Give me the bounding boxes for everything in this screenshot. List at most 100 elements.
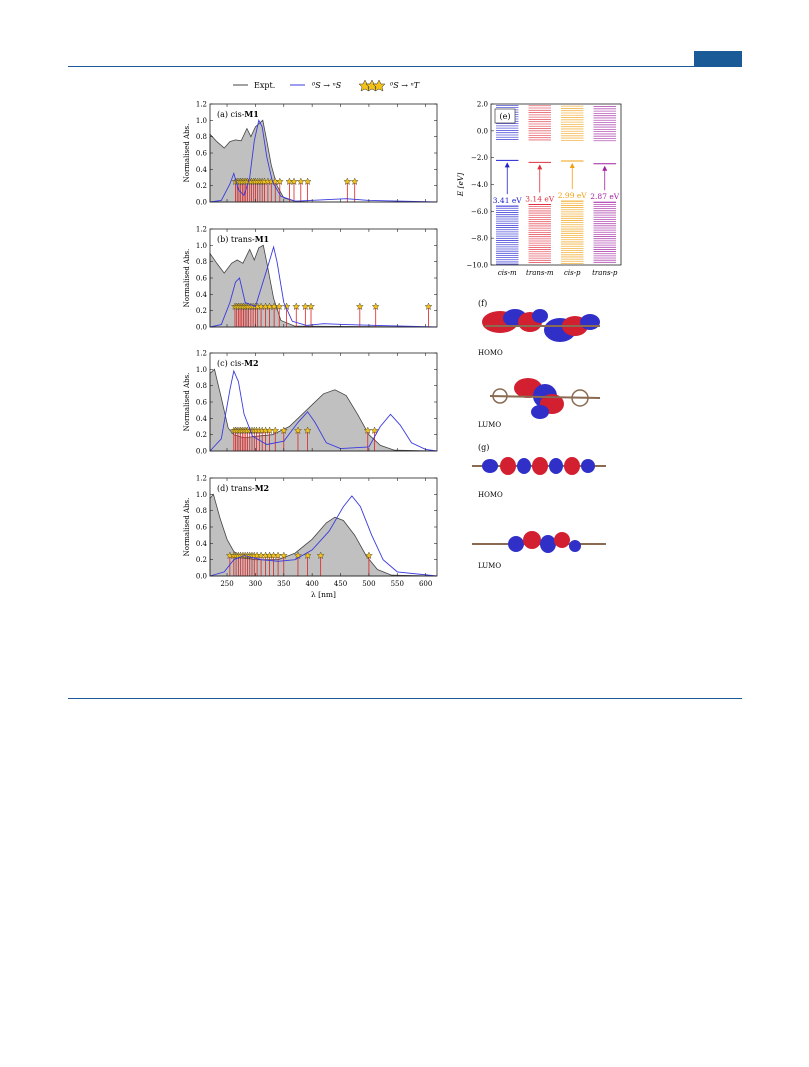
category-label: cis-p <box>564 269 581 277</box>
orbital-f-label: (f) <box>478 299 487 308</box>
energy-y-tick-label: −4.0 <box>471 181 488 189</box>
y-tick-label: 1.0 <box>196 366 207 374</box>
category-label: cis-m <box>498 269 517 277</box>
spectrum-panel-b: 0.0 0.2 0.4 0.6 0.8 1.0 1.2 Normalised Abs. (b) … <box>183 226 438 332</box>
y-axis-label: Normalised Abs. <box>183 249 191 308</box>
bottom-rule <box>68 698 742 699</box>
x-tick-label: 300 <box>249 580 262 588</box>
lumo-cis-m-molecule <box>489 378 601 419</box>
y-tick-label: 0.8 <box>196 258 207 266</box>
category-label: trans-m <box>526 269 554 277</box>
y-tick-label: 0.4 <box>196 166 208 174</box>
orbital-lumo-label-g: LUMO <box>478 562 501 570</box>
energy-panel-label-box <box>494 108 516 124</box>
orbital-homo-label-f: HOMO <box>478 349 503 357</box>
homo-cis-m-molecule <box>482 309 600 342</box>
spectrum-panel-a: 0.0 0.2 0.4 0.6 0.8 1.0 1.2 Normalised Abs. (a) … <box>183 101 438 207</box>
energy-levels: 3.41 eV cis-m 3.14 eV trans-m 2.99 eV cis-p 2.… <box>456 101 622 277</box>
y-tick-label: 0.0 <box>196 448 207 456</box>
category-label: trans-p <box>592 269 618 277</box>
x-tick-label: 450 <box>334 580 347 588</box>
x-axis-label: λ [nm] <box>311 590 336 599</box>
y-tick-label: 0.8 <box>196 507 207 515</box>
calc-singlet-curve <box>209 245 438 328</box>
triplet-star <box>316 551 325 559</box>
energy-y-tick-label: −2.0 <box>471 154 488 162</box>
triplet-star <box>370 426 379 434</box>
energy-panel-label: (e) <box>500 112 511 121</box>
gap-arrow-head <box>537 164 543 170</box>
y-tick-label: 0.2 <box>196 556 207 564</box>
triplet-star <box>275 177 284 185</box>
y-tick-label: 0.0 <box>196 199 207 207</box>
triplet-star <box>350 177 359 185</box>
triplet-star <box>303 177 312 185</box>
energy-y-tick-label: 2.0 <box>477 101 488 109</box>
triplet-star <box>292 302 301 310</box>
x-tick-label: 400 <box>305 580 318 588</box>
x-tick-label: 350 <box>277 580 290 588</box>
energy-y-tick-label: −8.0 <box>471 235 488 243</box>
y-axis-label: Normalised Abs. <box>183 124 191 183</box>
panel-label: (a) cis-M1 <box>217 109 259 119</box>
triplet-star <box>371 302 380 310</box>
spectrum-panel-d: 0.0 0.2 0.4 0.6 0.8 1.0 1.2 250 300 350 400 450 500 5… <box>183 475 438 599</box>
triplet-star <box>271 426 280 434</box>
y-tick-label: 0.4 <box>196 291 208 299</box>
y-tick-label: 1.2 <box>196 350 207 358</box>
y-tick-label: 1.0 <box>196 242 207 250</box>
calc-singlet-curve <box>209 369 438 452</box>
triplet-star <box>290 177 298 185</box>
y-tick-label: 1.2 <box>196 226 207 234</box>
triplet-star <box>343 177 352 185</box>
lumo-cis-p-molecule <box>472 531 606 553</box>
expt-spectrum-area <box>209 493 438 577</box>
gap-label: 2.99 eV <box>558 191 588 200</box>
y-tick-label: 0.4 <box>196 540 208 548</box>
panel-label-prefix: (a) cis- <box>217 110 245 119</box>
y-tick-label: 0.6 <box>196 275 208 283</box>
y-tick-label: 0.2 <box>196 182 207 190</box>
triplet-star <box>303 426 312 434</box>
gap-label: 3.41 eV <box>493 196 523 205</box>
panel-label-bold: M2 <box>255 483 269 493</box>
triplet-star <box>296 177 305 185</box>
homo-cis-p-molecule <box>472 457 606 475</box>
y-tick-label: 0.4 <box>196 415 208 423</box>
triplet-star <box>363 426 372 434</box>
energy-y-tick-label: 0.0 <box>477 127 488 135</box>
panel-label: (c) cis-M2 <box>217 358 259 368</box>
y-tick-label: 1.0 <box>196 117 207 125</box>
y-tick-label: 0.2 <box>196 307 207 315</box>
gap-label: 2.87 eV <box>590 192 620 201</box>
spectrum-panel-c: 0.0 0.2 0.4 0.6 0.8 1.0 1.2 Normalised Abs. (c) … <box>183 350 438 456</box>
energy-y-tick-label: −10.0 <box>467 262 488 270</box>
calc-singlet-curve <box>209 495 438 577</box>
y-tick-label: 0.8 <box>196 382 207 390</box>
expt-spectrum-area <box>209 368 438 452</box>
panel-label-prefix: (b) trans- <box>217 235 255 244</box>
gap-arrow-head <box>602 165 608 171</box>
energy-y-axis-label: E [eV] <box>456 173 465 198</box>
y-tick-label: 0.6 <box>196 399 208 407</box>
y-tick-label: 0.8 <box>196 133 207 141</box>
y-tick-label: 1.2 <box>196 475 207 483</box>
y-tick-label: 0.6 <box>196 150 208 158</box>
y-tick-label: 1.0 <box>196 491 207 499</box>
x-tick-label: 500 <box>362 580 375 588</box>
panel-label-bold: M1 <box>255 234 269 244</box>
panel-label: (b) trans-M1 <box>217 234 269 244</box>
gap-arrow-head <box>504 162 510 168</box>
x-tick-label: 250 <box>220 580 233 588</box>
energy-y-tick-label: −6.0 <box>471 208 488 216</box>
orbital-lumo-label-f: LUMO <box>478 421 501 429</box>
panel-label: (d) trans-M2 <box>217 483 269 493</box>
triplet-star <box>365 551 373 559</box>
y-tick-label: 0.0 <box>196 324 207 332</box>
panel-label-prefix: (c) cis- <box>217 359 244 368</box>
triplet-star <box>293 426 302 434</box>
gap-label: 3.14 eV <box>525 194 555 203</box>
